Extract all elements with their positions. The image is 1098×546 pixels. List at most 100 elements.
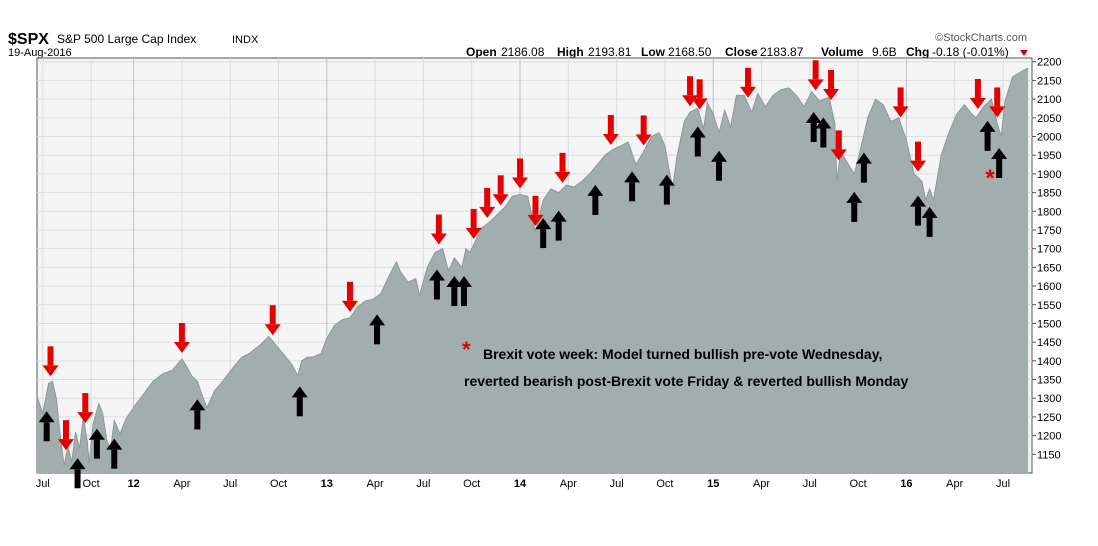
- sell-signal-arrow-icon: [465, 208, 482, 239]
- y-tick-label: 1400: [1037, 356, 1061, 368]
- y-tick-label: 1850: [1037, 188, 1061, 200]
- open-value: 2186.08: [501, 45, 545, 59]
- annotation-line-2: reverted bearish post-Brexit vote Friday…: [464, 373, 908, 389]
- y-tick-label: 1150: [1037, 449, 1061, 461]
- y-tick-label: 1250: [1037, 412, 1061, 424]
- sell-signal-arrow-icon: [57, 420, 74, 451]
- y-tick-label: 2150: [1037, 75, 1061, 87]
- brexit-star-marker: *: [985, 165, 995, 192]
- sell-signal-arrow-icon: [492, 175, 509, 206]
- close-label: Close: [725, 45, 758, 59]
- y-tick-label: 1200: [1037, 431, 1061, 443]
- sell-signal-arrow-icon: [691, 79, 708, 110]
- sell-signal-arrow-icon: [807, 60, 824, 91]
- y-tick-label: 2000: [1037, 132, 1061, 144]
- buy-signal-arrow-icon: [979, 120, 996, 151]
- buy-signal-arrow-icon: [69, 458, 86, 489]
- buy-signal-arrow-icon: [189, 399, 206, 430]
- y-tick-label: 2200: [1037, 57, 1061, 69]
- x-tick-label: Apr: [753, 478, 770, 490]
- sell-signal-arrow-icon: [989, 87, 1006, 118]
- index-name-label: S&P 500 Large Cap Index: [57, 32, 196, 46]
- sell-signal-arrow-icon: [479, 187, 496, 218]
- low-label: Low: [641, 45, 666, 59]
- buy-signal-arrow-icon: [88, 428, 105, 459]
- y-tick-label: 2050: [1037, 113, 1061, 125]
- sell-signal-arrow-icon: [341, 281, 358, 312]
- chg-label: Chg: [906, 45, 929, 59]
- sell-signal-arrow-icon: [430, 214, 447, 245]
- y-tick-label: 1800: [1037, 206, 1061, 218]
- buy-signal-arrow-icon: [658, 174, 675, 205]
- buy-signal-arrow-icon: [369, 314, 386, 345]
- y-tick-label: 1650: [1037, 262, 1061, 274]
- sell-signal-arrow-icon: [554, 152, 571, 183]
- x-tick-label: Oct: [850, 478, 867, 490]
- y-tick-label: 1300: [1037, 393, 1061, 405]
- sell-signal-arrow-icon: [892, 87, 909, 118]
- buy-signal-arrow-icon: [291, 386, 308, 417]
- open-label: Open: [466, 45, 497, 59]
- x-tick-label: Jul: [223, 478, 237, 490]
- x-tick-label: Oct: [463, 478, 480, 490]
- x-tick-label: Oct: [270, 478, 287, 490]
- sell-signal-arrow-icon: [173, 322, 190, 353]
- x-tick-label: 12: [127, 478, 139, 490]
- buy-signal-arrow-icon: [855, 152, 872, 183]
- buy-signal-arrow-icon: [587, 184, 604, 215]
- x-tick-label: Jul: [36, 478, 50, 490]
- buy-signal-arrow-icon: [711, 150, 728, 181]
- buy-signal-arrow-icon: [921, 206, 938, 237]
- high-label: High: [557, 45, 584, 59]
- x-tick-label: Apr: [560, 478, 577, 490]
- x-tick-label: 14: [514, 478, 527, 490]
- y-tick-label: 1550: [1037, 300, 1061, 312]
- y-tick-label: 1900: [1037, 169, 1061, 181]
- x-tick-label: Apr: [367, 478, 384, 490]
- x-tick-label: 15: [707, 478, 719, 490]
- buy-signal-arrow-icon: [815, 117, 832, 148]
- buy-signal-arrow-icon: [624, 171, 641, 202]
- x-tick-label: Jul: [996, 478, 1010, 490]
- y-tick-label: 1950: [1037, 150, 1061, 162]
- watermark: ©StockCharts.com: [935, 32, 1027, 44]
- x-tick-label: 13: [321, 478, 333, 490]
- sell-signal-arrow-icon: [527, 195, 544, 226]
- chg-down-triangle-icon: [1020, 50, 1028, 56]
- buy-signal-arrow-icon: [106, 438, 123, 469]
- buy-signal-arrow-icon: [846, 191, 863, 222]
- x-tick-label: Jul: [416, 478, 430, 490]
- spx-area: [37, 68, 1029, 473]
- y-tick-label: 1600: [1037, 281, 1061, 293]
- chg-value: -0.18 (-0.01%): [932, 45, 1009, 59]
- x-tick-label: Jul: [803, 478, 817, 490]
- symbol-label: $SPX: [8, 31, 49, 48]
- sell-signal-arrow-icon: [42, 346, 59, 377]
- signal-arrows: [38, 60, 1008, 489]
- close-value: 2183.87: [760, 45, 804, 59]
- low-value: 2168.50: [668, 45, 712, 59]
- volume-label: Volume: [821, 45, 864, 59]
- x-axis: Jul Oct 12 Apr Jul Oct 13 Apr Jul Oct 14 Apr Jul Oct 1…: [36, 478, 1010, 490]
- sell-signal-arrow-icon: [602, 115, 619, 146]
- annotation-line-1: Brexit vote week: Model turned bullish p…: [483, 346, 882, 362]
- annotation-star: *: [462, 337, 471, 362]
- y-tick-label: 1350: [1037, 375, 1061, 387]
- quote-bar: Open 2186.08 High 2193.81 Low 2168.50 Cl…: [466, 45, 1028, 59]
- volume-value: 9.6B: [872, 45, 897, 59]
- sell-signal-arrow-icon: [512, 158, 529, 189]
- sell-signal-arrow-icon: [264, 305, 281, 336]
- sell-signal-arrow-icon: [969, 79, 986, 110]
- buy-signal-arrow-icon: [805, 111, 822, 142]
- date-label: 19-Aug-2016: [8, 47, 72, 59]
- y-axis: 1150 1200 1250 1300 1350 1400 1450 1500 1550 1600…: [1032, 57, 1061, 461]
- sell-signal-arrow-icon: [823, 69, 840, 100]
- exchange-label: INDX: [232, 34, 259, 46]
- sell-signal-arrow-icon: [910, 141, 927, 172]
- buy-signal-arrow-icon: [991, 147, 1008, 178]
- x-tick-label: Jul: [610, 478, 624, 490]
- x-tick-label: Oct: [83, 478, 100, 490]
- x-tick-label: Apr: [173, 478, 190, 490]
- buy-signal-arrow-icon: [455, 276, 472, 307]
